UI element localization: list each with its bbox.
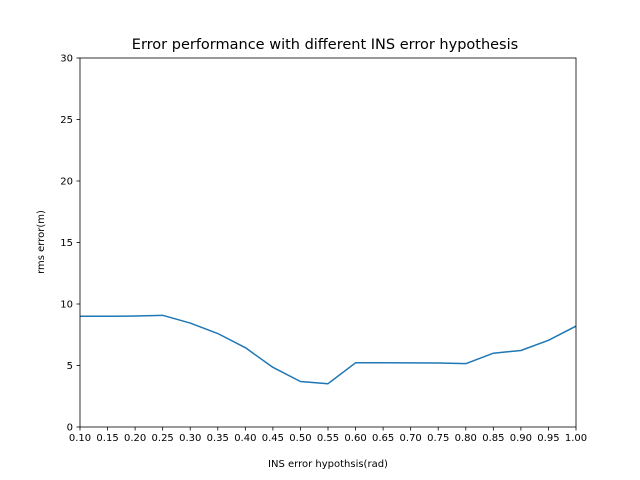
x-tick-label: 0.65 — [372, 433, 394, 444]
y-tick-label: 20 — [60, 177, 73, 188]
chart-title: Error performance with different INS err… — [132, 37, 518, 53]
x-tick-label: 0.70 — [400, 433, 422, 444]
x-tick-label: 0.30 — [179, 433, 201, 444]
x-tick-label: 0.25 — [152, 433, 174, 444]
x-tick-label: 0.85 — [482, 433, 504, 444]
x-tick-label: 0.40 — [234, 433, 256, 444]
x-tick-label: 0.45 — [262, 433, 284, 444]
x-tick-label: 0.90 — [510, 433, 532, 444]
x-axis-label: INS error hypothsis(rad) — [268, 459, 388, 470]
y-tick-label: 10 — [60, 300, 73, 311]
x-tick-label: 1.00 — [565, 433, 587, 444]
y-tick-label: 5 — [67, 361, 73, 372]
x-tick-label: 0.15 — [96, 433, 118, 444]
y-tick-label: 15 — [60, 238, 73, 249]
x-tick-label: 0.35 — [207, 433, 229, 444]
x-tick-label: 0.10 — [69, 433, 91, 444]
series-line-0 — [80, 314, 576, 385]
x-tick-label: 0.50 — [289, 433, 311, 444]
y-tick-label: 25 — [60, 115, 73, 126]
x-tick-label: 0.95 — [537, 433, 559, 444]
x-tick-label: 0.55 — [317, 433, 339, 444]
x-tick-label: 0.20 — [124, 433, 146, 444]
y-tick-label: 30 — [60, 54, 73, 65]
x-tick-label: 0.75 — [427, 433, 449, 444]
x-tick-label: 0.60 — [344, 433, 366, 444]
plot-area: 0.10 0.15 0.20 0.25 0.30 0.35 0.40 0.45 0.50 0.55… — [60, 54, 587, 445]
y-tick-label: 0 — [67, 423, 73, 434]
y-axis-label: rms error(m) — [36, 210, 47, 274]
x-tick-label: 0.80 — [455, 433, 477, 444]
